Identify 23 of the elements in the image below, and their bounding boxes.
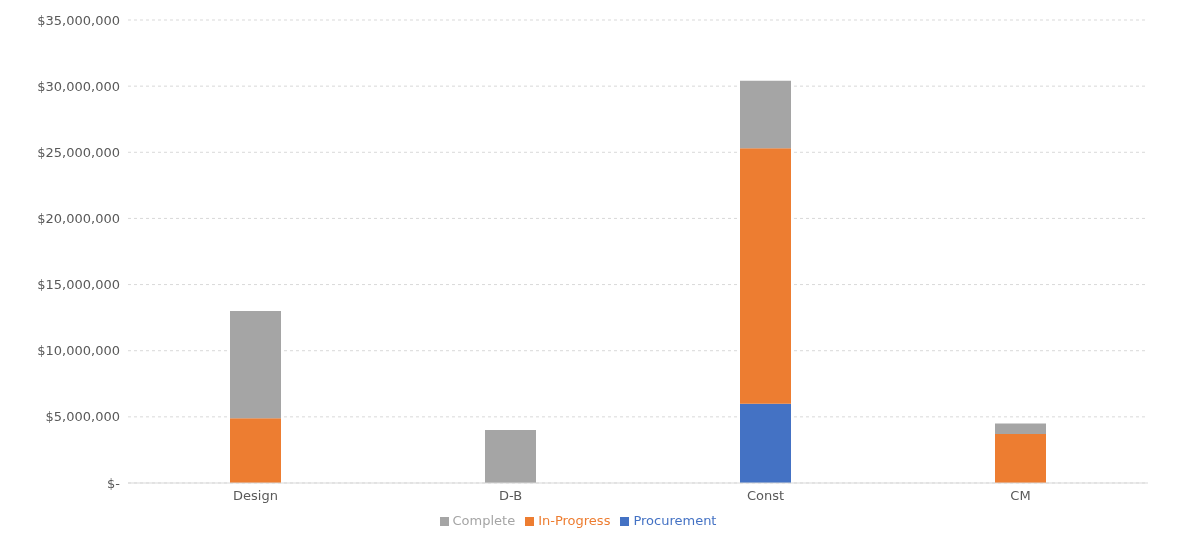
- x-tick-label: Design: [233, 488, 278, 504]
- bar: [995, 434, 1046, 483]
- bar: [995, 423, 1046, 435]
- legend-label: Procurement: [633, 513, 717, 528]
- bar: [230, 311, 281, 419]
- y-tick-label: $20,000,000: [37, 211, 120, 227]
- y-tick-label: $25,000,000: [37, 144, 120, 160]
- y-tick-label: $10,000,000: [37, 343, 120, 359]
- bar: [740, 148, 791, 404]
- bar: [485, 430, 536, 483]
- legend-label: Complete: [452, 513, 516, 528]
- x-tick-label: CM: [1010, 488, 1031, 504]
- y-tick-label: $30,000,000: [37, 78, 120, 94]
- x-tick-label: Const: [746, 488, 785, 504]
- bar: [740, 403, 791, 483]
- y-tick-label: $5,000,000: [45, 409, 120, 425]
- y-tick-label: $-: [107, 475, 121, 491]
- x-tick-label: D-B: [498, 488, 523, 504]
- bar: [230, 418, 281, 483]
- bar: [740, 80, 791, 149]
- legend-label: In-Progress: [538, 513, 611, 528]
- y-tick-label: $35,000,000: [37, 12, 120, 28]
- y-tick-label: $15,000,000: [37, 277, 120, 293]
